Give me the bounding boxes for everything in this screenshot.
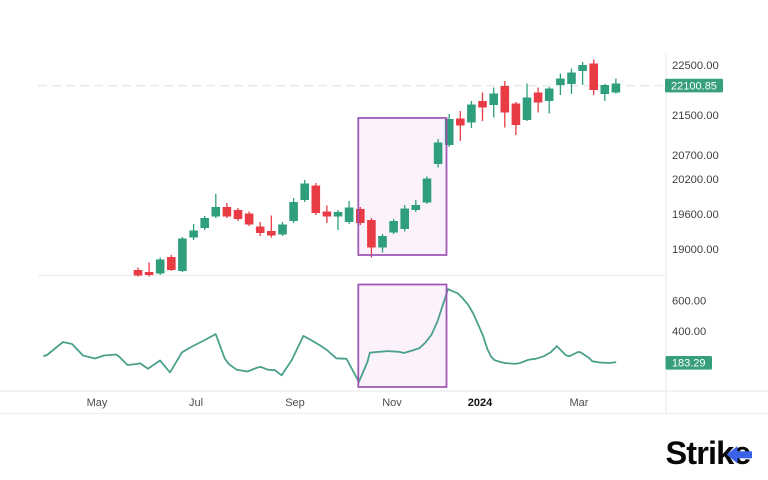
svg-text:20200.00: 20200.00 [672, 174, 719, 186]
svg-text:22100.85: 22100.85 [671, 80, 717, 92]
svg-text:Nov: Nov [382, 397, 402, 409]
svg-text:2024: 2024 [468, 397, 493, 409]
svg-text:400.00: 400.00 [672, 326, 706, 338]
svg-text:Sep: Sep [285, 397, 305, 409]
svg-text:183.29: 183.29 [672, 358, 706, 370]
svg-text:20700.00: 20700.00 [672, 150, 719, 162]
svg-text:Mar: Mar [570, 397, 589, 409]
svg-text:600.00: 600.00 [672, 296, 706, 308]
svg-text:21500.00: 21500.00 [672, 110, 719, 122]
svg-text:19000.00: 19000.00 [672, 244, 719, 256]
svg-text:19600.00: 19600.00 [672, 209, 719, 221]
svg-text:22500.00: 22500.00 [672, 60, 719, 72]
svg-text:May: May [87, 397, 108, 409]
svg-text:Jul: Jul [189, 397, 203, 409]
